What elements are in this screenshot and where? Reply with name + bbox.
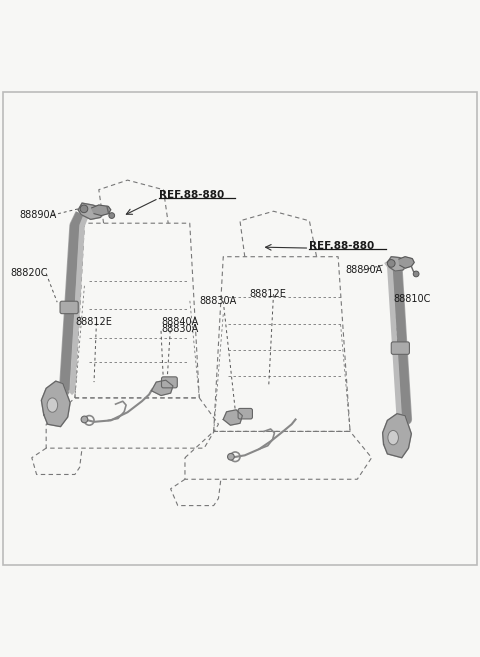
Polygon shape bbox=[92, 205, 111, 215]
Circle shape bbox=[387, 260, 395, 267]
Polygon shape bbox=[41, 381, 70, 426]
Polygon shape bbox=[78, 203, 105, 219]
Polygon shape bbox=[383, 414, 411, 458]
Text: REF.88-880: REF.88-880 bbox=[158, 191, 224, 200]
Polygon shape bbox=[152, 380, 173, 396]
FancyBboxPatch shape bbox=[391, 342, 409, 354]
Text: 88830A: 88830A bbox=[161, 325, 198, 334]
Circle shape bbox=[228, 453, 234, 460]
Text: 88810C: 88810C bbox=[393, 294, 431, 304]
Text: 88812E: 88812E bbox=[250, 288, 287, 298]
Text: 88812E: 88812E bbox=[75, 317, 112, 327]
Text: 88840A: 88840A bbox=[161, 317, 198, 327]
Text: 88890A: 88890A bbox=[19, 210, 56, 220]
Circle shape bbox=[413, 271, 419, 277]
Text: 88820C: 88820C bbox=[10, 269, 48, 279]
Text: 88890A: 88890A bbox=[345, 265, 383, 275]
Polygon shape bbox=[223, 410, 242, 425]
Polygon shape bbox=[387, 257, 408, 271]
FancyBboxPatch shape bbox=[238, 409, 252, 419]
Text: REF.88-880: REF.88-880 bbox=[310, 241, 375, 251]
Ellipse shape bbox=[47, 398, 58, 412]
Circle shape bbox=[80, 205, 88, 213]
FancyBboxPatch shape bbox=[161, 377, 177, 388]
Ellipse shape bbox=[388, 430, 398, 445]
Polygon shape bbox=[399, 257, 414, 268]
Circle shape bbox=[109, 213, 115, 218]
Circle shape bbox=[81, 416, 88, 423]
FancyBboxPatch shape bbox=[60, 301, 78, 313]
Text: 88830A: 88830A bbox=[199, 296, 237, 306]
